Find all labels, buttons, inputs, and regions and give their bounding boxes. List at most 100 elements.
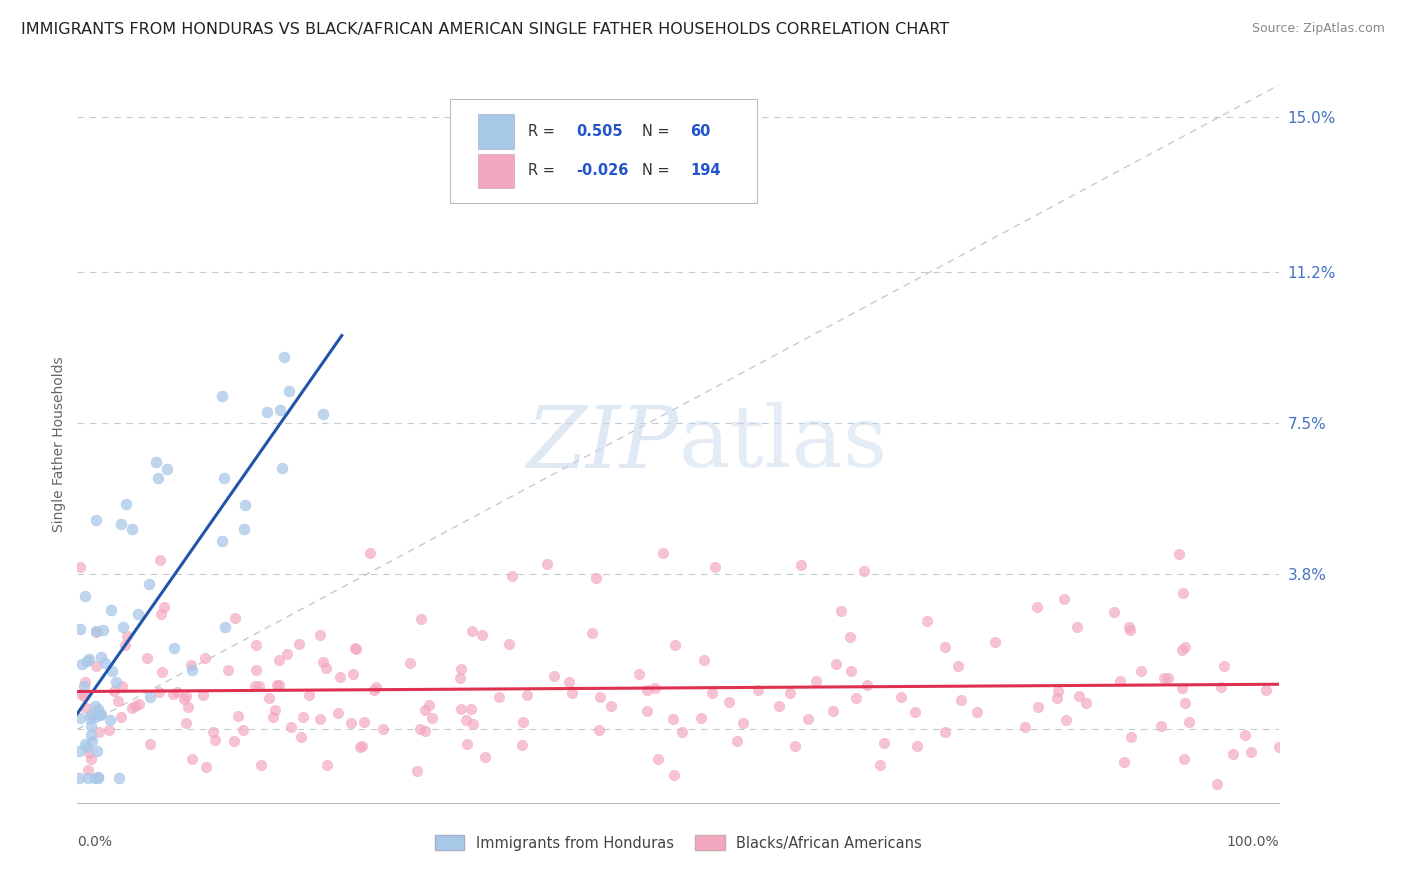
Point — [329, 670, 352, 684]
Point — [869, 758, 891, 772]
Point — [309, 712, 332, 726]
Point — [449, 671, 471, 685]
Text: 60: 60 — [690, 124, 711, 139]
Point — [69, 559, 91, 574]
Point — [949, 693, 972, 707]
Point — [67, 772, 90, 786]
Point — [201, 725, 224, 739]
Point — [269, 678, 291, 692]
Point — [689, 711, 711, 725]
Point — [917, 614, 939, 628]
Point — [146, 470, 169, 484]
Point — [103, 684, 125, 698]
Point — [558, 675, 581, 690]
Point — [450, 662, 472, 676]
Point — [1178, 715, 1201, 730]
Point — [350, 739, 373, 754]
Point — [790, 558, 813, 573]
Point — [80, 751, 103, 765]
Point — [1153, 671, 1175, 685]
Point — [1130, 665, 1153, 679]
Point — [600, 699, 623, 714]
Point — [1074, 696, 1097, 710]
Point — [75, 589, 97, 603]
Point — [90, 649, 112, 664]
Point — [174, 715, 197, 730]
Text: 0.0%: 0.0% — [77, 836, 112, 849]
Point — [934, 640, 956, 654]
Point — [474, 750, 496, 764]
Point — [290, 730, 312, 744]
Point — [581, 626, 603, 640]
Point — [415, 703, 437, 717]
Point — [136, 651, 159, 665]
FancyBboxPatch shape — [478, 114, 513, 149]
Point — [232, 723, 254, 737]
Point — [501, 569, 523, 583]
Point — [647, 752, 669, 766]
Point — [273, 350, 295, 364]
Point — [214, 620, 236, 634]
Point — [194, 760, 217, 774]
Point — [725, 734, 748, 748]
Point — [966, 705, 988, 719]
Point — [1171, 643, 1194, 657]
Point — [211, 389, 233, 403]
Point — [127, 607, 149, 622]
Point — [984, 635, 1007, 649]
Point — [1014, 720, 1036, 734]
Point — [398, 657, 420, 671]
Point — [173, 692, 195, 706]
Point — [79, 711, 101, 725]
Point — [405, 764, 427, 779]
Point — [107, 694, 129, 708]
Point — [148, 684, 170, 698]
Point — [839, 630, 862, 644]
Point — [589, 690, 612, 705]
Point — [177, 700, 200, 714]
Point — [1054, 714, 1077, 728]
Point — [636, 704, 658, 718]
Text: 0.505: 0.505 — [576, 124, 623, 139]
Point — [80, 708, 103, 723]
Point — [191, 688, 214, 702]
Text: atlas: atlas — [679, 402, 887, 485]
Point — [1053, 592, 1076, 607]
Point — [364, 681, 387, 695]
Point — [627, 667, 650, 681]
Point — [830, 604, 852, 618]
Point — [588, 723, 610, 737]
Point — [450, 702, 472, 716]
Point — [1209, 680, 1232, 694]
Point — [204, 733, 226, 747]
Text: R =: R = — [529, 163, 560, 178]
Point — [69, 622, 91, 636]
Point — [111, 619, 134, 633]
Point — [852, 564, 875, 578]
Text: N =: N = — [643, 163, 675, 178]
Point — [277, 384, 299, 399]
Point — [1256, 683, 1278, 698]
Point — [1109, 673, 1132, 688]
Point — [98, 723, 121, 737]
Point — [560, 686, 582, 700]
Point — [257, 690, 280, 705]
Point — [162, 687, 184, 701]
Point — [69, 687, 91, 701]
Point — [276, 647, 298, 661]
Point — [1157, 671, 1180, 685]
Point — [84, 772, 107, 786]
Point — [804, 673, 827, 688]
Point — [180, 658, 202, 673]
Point — [651, 546, 673, 560]
Point — [77, 652, 100, 666]
Point — [69, 711, 91, 725]
Point — [111, 680, 134, 694]
Point — [292, 710, 315, 724]
Legend: Immigrants from Honduras, Blacks/African Americans: Immigrants from Honduras, Blacks/African… — [429, 830, 928, 856]
Point — [174, 689, 197, 703]
Point — [128, 697, 150, 711]
Point — [779, 685, 801, 699]
Point — [73, 690, 96, 704]
Point — [409, 722, 432, 736]
